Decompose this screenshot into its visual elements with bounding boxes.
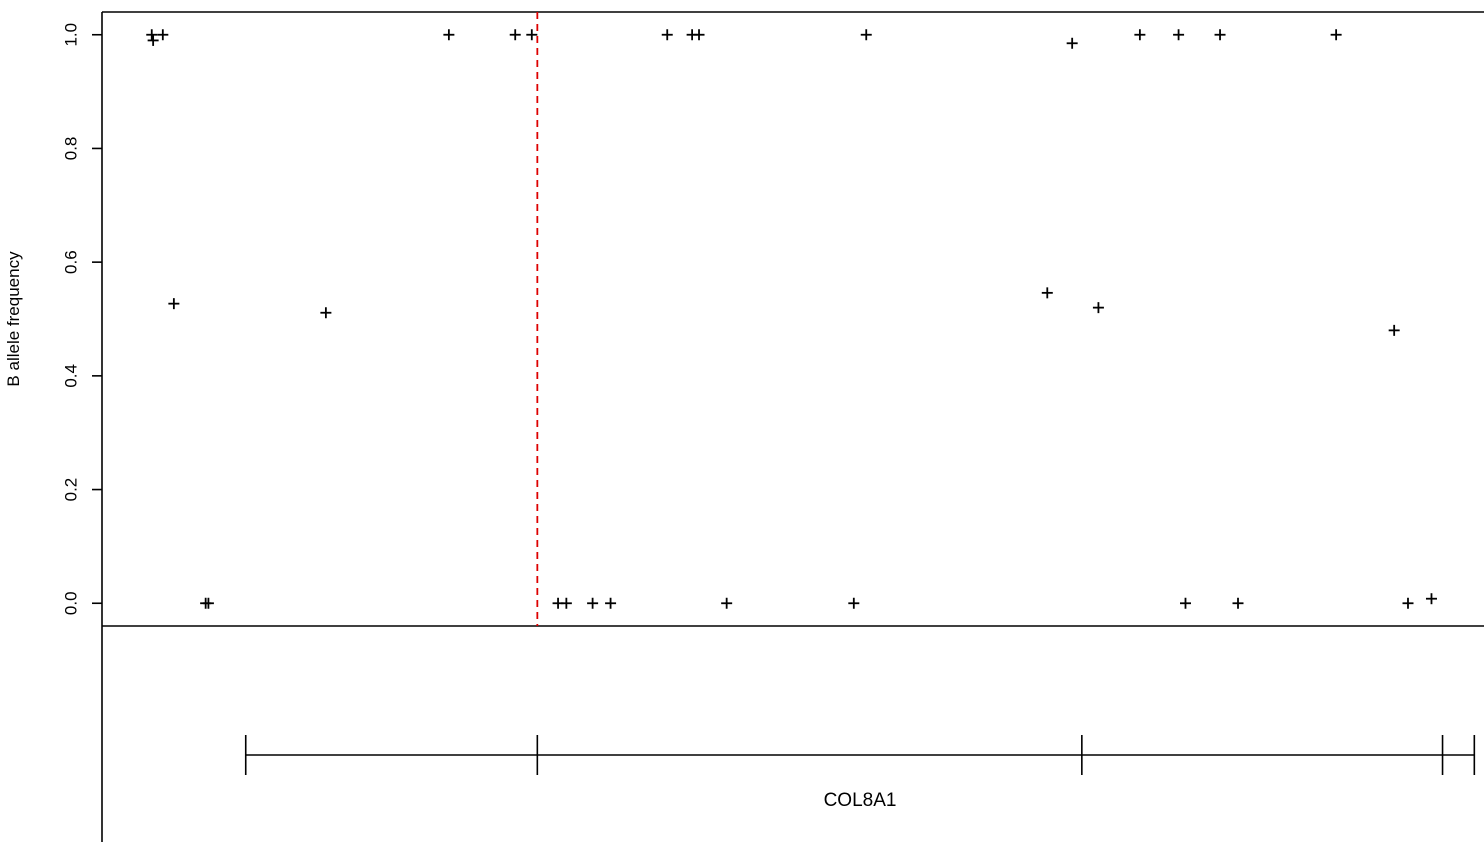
data-point bbox=[1179, 597, 1191, 609]
gene-track: COL8A1 bbox=[244, 735, 1476, 811]
data-point bbox=[168, 298, 180, 310]
data-point bbox=[320, 307, 332, 319]
data-point bbox=[1425, 593, 1437, 605]
data-point bbox=[587, 597, 599, 609]
data-point bbox=[860, 29, 872, 41]
data-point bbox=[693, 29, 705, 41]
y-axis-ticks: 0.0 0.2 0.4 0.6 0.8 1.0 bbox=[62, 23, 102, 615]
y-tick-label: 1.0 bbox=[62, 23, 81, 47]
y-tick-label: 0.8 bbox=[62, 137, 81, 161]
data-point bbox=[661, 29, 673, 41]
data-point bbox=[1330, 29, 1342, 41]
data-point bbox=[560, 597, 572, 609]
data-point bbox=[1214, 29, 1226, 41]
data-point bbox=[848, 597, 860, 609]
data-point bbox=[146, 29, 158, 41]
data-point bbox=[157, 29, 169, 41]
gene-feature-marks bbox=[244, 735, 1476, 775]
data-point bbox=[509, 29, 521, 41]
data-points bbox=[146, 29, 1437, 609]
y-tick-label: 0.0 bbox=[62, 591, 81, 615]
data-point bbox=[1041, 287, 1053, 299]
data-point bbox=[721, 597, 733, 609]
data-point bbox=[526, 29, 538, 41]
data-point bbox=[1402, 597, 1414, 609]
y-tick-label: 0.4 bbox=[62, 364, 81, 388]
data-point bbox=[147, 34, 159, 46]
gene-label: COL8A1 bbox=[824, 790, 897, 811]
y-tick-label: 0.6 bbox=[62, 250, 81, 274]
y-tick-label: 0.2 bbox=[62, 478, 81, 502]
data-point bbox=[1092, 302, 1104, 314]
y-axis-title: B allele frequency bbox=[4, 251, 23, 387]
data-point bbox=[202, 597, 214, 609]
data-point bbox=[1173, 29, 1185, 41]
data-point bbox=[1388, 324, 1400, 336]
plot-axes bbox=[101, 11, 1484, 842]
data-point bbox=[1232, 597, 1244, 609]
data-point bbox=[1134, 29, 1146, 41]
data-point bbox=[605, 597, 617, 609]
data-point bbox=[1066, 37, 1078, 49]
data-point bbox=[443, 29, 455, 41]
